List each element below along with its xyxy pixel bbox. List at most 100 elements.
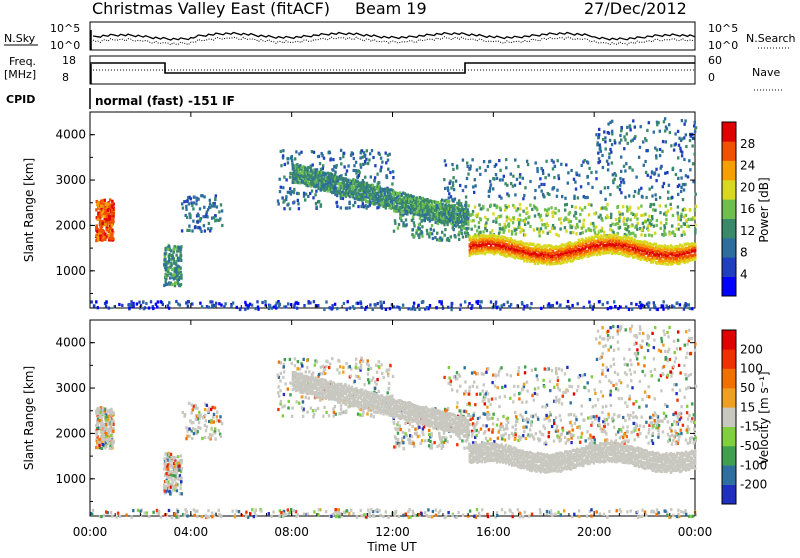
data-cell <box>362 163 364 166</box>
data-cell <box>671 224 673 227</box>
data-cell <box>459 308 461 311</box>
data-cell <box>692 137 694 140</box>
data-cell <box>496 306 498 309</box>
data-cell <box>552 215 554 218</box>
data-cell <box>213 204 215 207</box>
data-cell <box>373 415 375 418</box>
data-cell <box>470 214 472 217</box>
data-cell <box>111 212 113 215</box>
data-cell <box>549 230 551 233</box>
data-cell <box>536 167 538 170</box>
data-cell <box>469 165 471 168</box>
data-cell <box>130 300 132 303</box>
data-cell <box>186 200 188 203</box>
data-cell <box>595 133 597 136</box>
data-cell <box>656 148 658 151</box>
data-cell <box>280 186 282 189</box>
data-cell <box>308 397 310 400</box>
data-cell <box>480 207 482 210</box>
data-cell <box>694 249 696 252</box>
data-cell <box>249 303 251 306</box>
data-cell <box>670 207 672 210</box>
data-cell <box>551 227 553 230</box>
data-cell <box>111 232 113 235</box>
data-cell <box>369 303 371 306</box>
data-cell <box>436 238 438 241</box>
data-cell <box>339 365 341 368</box>
data-cell <box>220 435 222 438</box>
data-cell <box>641 228 643 231</box>
data-cell <box>630 140 632 143</box>
data-cell <box>446 440 448 443</box>
data-cell <box>353 164 355 167</box>
data-cell <box>97 423 99 426</box>
data-cell <box>402 221 404 224</box>
data-cell <box>112 427 114 430</box>
data-cell <box>507 301 509 304</box>
data-cell <box>680 215 682 218</box>
data-cell <box>590 171 592 174</box>
data-cell <box>504 209 506 212</box>
data-cell <box>218 210 220 213</box>
data-cell <box>421 235 423 238</box>
data-cell <box>588 203 590 206</box>
data-cell <box>342 155 344 158</box>
data-cell <box>598 157 600 160</box>
data-cell <box>101 447 103 450</box>
data-cell <box>336 307 338 310</box>
data-cell <box>303 304 305 307</box>
data-cell <box>300 151 302 154</box>
data-cell <box>254 307 256 310</box>
data-cell <box>205 419 207 422</box>
data-cell <box>459 437 461 440</box>
freq-panel: Freq. [MHz] 18 8 60 0 Nave <box>4 54 782 90</box>
data-cell <box>650 176 652 179</box>
data-cell <box>188 402 190 405</box>
data-cell <box>610 151 612 154</box>
data-cell <box>629 218 631 221</box>
data-cell <box>430 228 432 231</box>
data-cell <box>232 301 234 304</box>
data-cell <box>640 205 642 208</box>
data-cell <box>522 197 524 200</box>
data-cell <box>624 169 626 172</box>
data-cell <box>178 246 180 249</box>
data-cell <box>150 300 152 303</box>
data-cell <box>329 362 331 365</box>
data-cell <box>393 422 395 425</box>
data-cell <box>554 212 556 215</box>
data-cell <box>99 438 101 441</box>
data-cell <box>160 300 162 303</box>
data-cell <box>191 437 193 440</box>
data-cell <box>333 411 335 414</box>
data-cell <box>197 213 199 216</box>
data-cell <box>505 225 507 228</box>
data-cell <box>663 229 665 232</box>
data-cell <box>452 176 454 179</box>
data-cell <box>280 150 282 153</box>
data-cell <box>620 156 622 159</box>
data-cell <box>205 429 207 432</box>
data-cell <box>626 209 628 212</box>
data-cell <box>653 304 655 307</box>
data-cell <box>281 196 283 199</box>
data-cell <box>362 360 364 363</box>
data-cell <box>277 199 279 202</box>
data-cell <box>559 217 561 220</box>
data-cell <box>610 216 612 219</box>
data-cell <box>370 175 372 178</box>
data-cell <box>564 203 566 206</box>
data-cell <box>192 427 194 430</box>
data-cell <box>424 308 426 311</box>
data-cell <box>172 486 174 489</box>
data-cell <box>179 487 181 490</box>
data-cell <box>648 234 650 237</box>
data-cell <box>333 414 335 417</box>
data-cell <box>350 374 352 377</box>
data-cell <box>219 415 221 418</box>
y-tick-label: 4000 <box>55 128 86 142</box>
data-cell <box>458 231 460 234</box>
data-cell <box>421 231 423 234</box>
data-cell <box>325 411 327 414</box>
data-cell <box>630 212 632 215</box>
